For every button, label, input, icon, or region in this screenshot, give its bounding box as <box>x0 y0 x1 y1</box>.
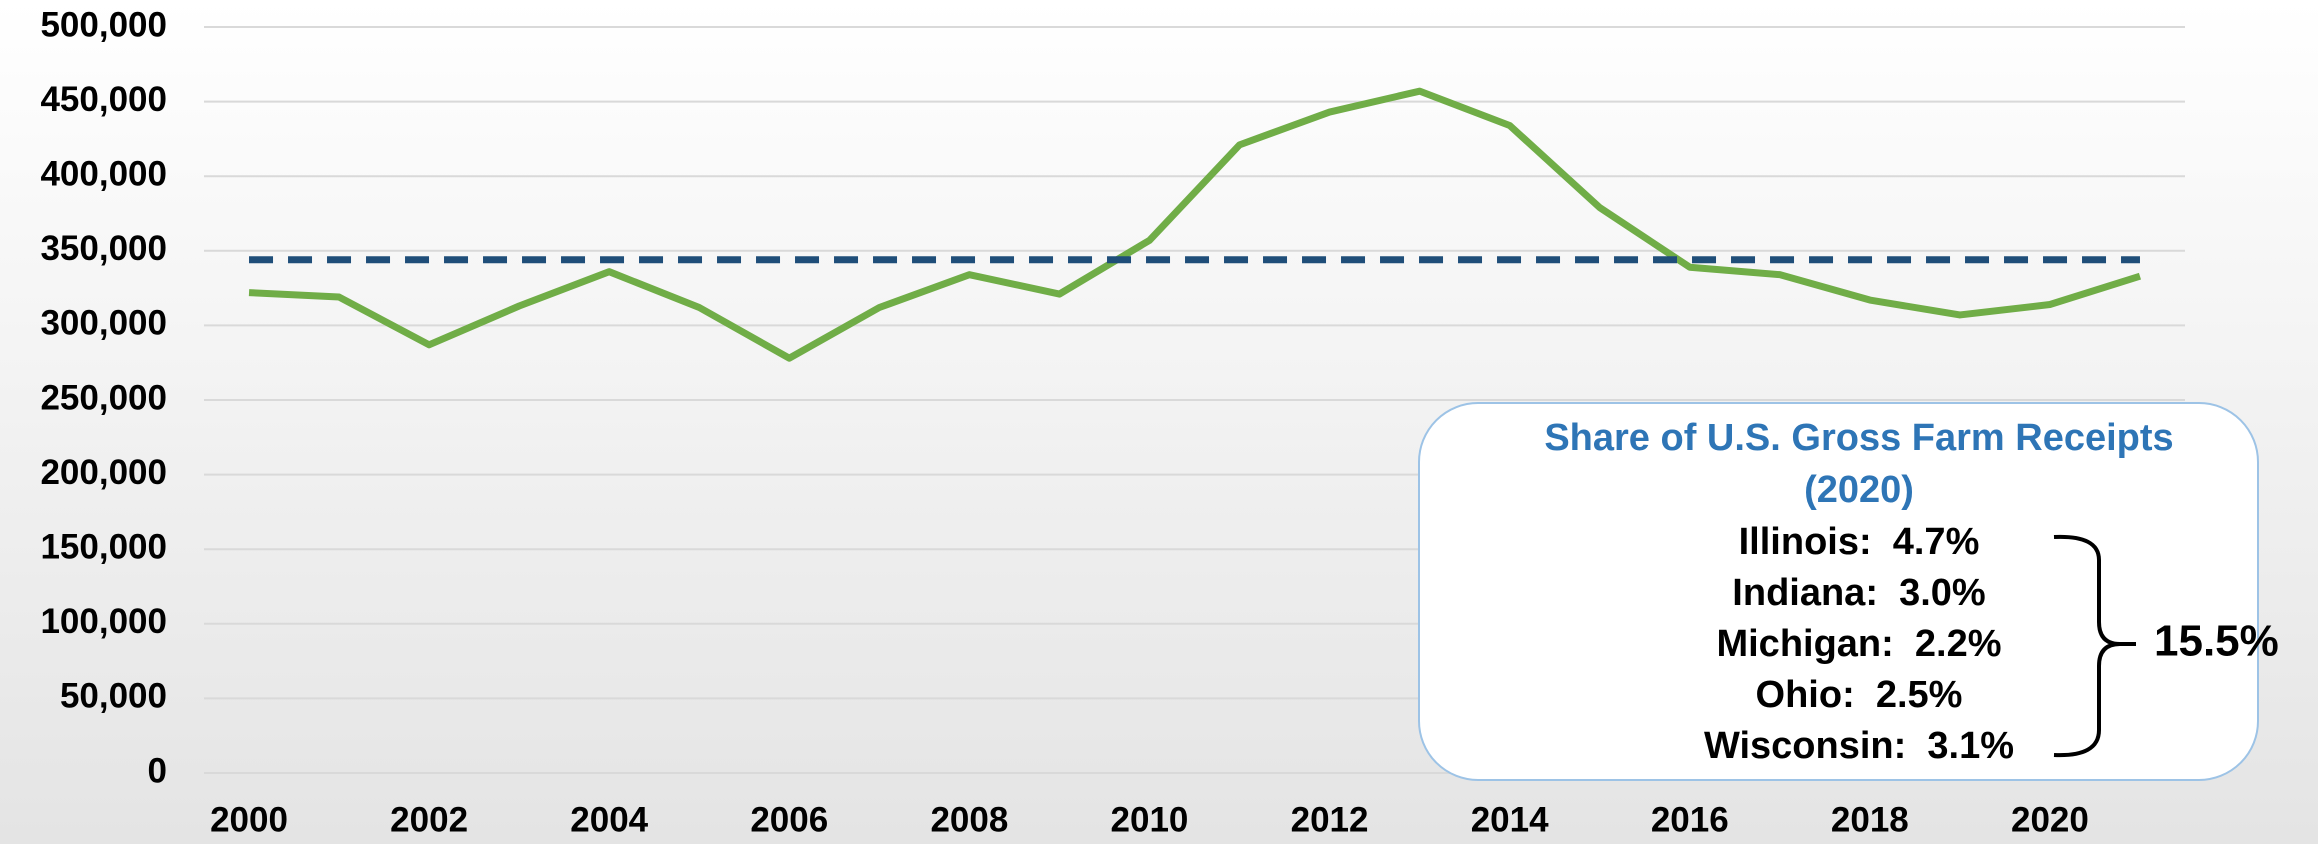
y-tick-label: 350,000 <box>40 229 167 268</box>
x-tick-label: 2016 <box>1651 800 1729 839</box>
share-total: 15.5% <box>2154 617 2279 666</box>
data-line <box>248 87 2142 362</box>
y-tick-label: 400,000 <box>40 154 167 193</box>
share-item: Wisconsin: 3.1% <box>1704 725 2014 767</box>
y-tick-label: 450,000 <box>40 80 167 119</box>
x-tick-label: 2000 <box>210 800 288 839</box>
x-tick-label: 2004 <box>570 800 648 839</box>
y-tick-label: 300,000 <box>40 304 167 343</box>
y-tick-label: 500,000 <box>40 5 167 44</box>
brace <box>2053 534 2136 758</box>
annotation-box: Share of U.S. Gross Farm Receipts (2020) I… <box>1418 402 2279 781</box>
x-tick-label: 2006 <box>750 800 828 839</box>
box-frame <box>1418 402 2259 781</box>
x-tick-label: 2014 <box>1471 800 1549 839</box>
share-item: Ohio: 2.5% <box>1756 674 1963 716</box>
share-item: Indiana: 3.0% <box>1732 572 1985 614</box>
share-item: Michigan: 2.2% <box>1716 623 2001 665</box>
x-tick-label: 2018 <box>1831 800 1909 839</box>
x-tick-label: 2002 <box>390 800 468 839</box>
plot <box>248 87 2142 362</box>
x-tick-label: 2012 <box>1291 800 1369 839</box>
y-tick-label: 100,000 <box>40 602 167 641</box>
y-tick-label: 250,000 <box>40 378 167 417</box>
x-tick-label: 2010 <box>1111 800 1189 839</box>
y-tick-label: 50,000 <box>60 677 167 716</box>
share-item: Illinois: 4.7% <box>1739 521 1980 563</box>
box-title: (2020) <box>1804 469 1914 511</box>
box-title: Share of U.S. Gross Farm Receipts <box>1544 417 2173 459</box>
y-tick-label: 0 <box>148 751 167 790</box>
x-tick-label: 2008 <box>930 800 1008 839</box>
y-tick-label: 150,000 <box>40 527 167 566</box>
y-tick-label: 200,000 <box>40 453 167 492</box>
x-tick-label: 2020 <box>2011 800 2089 839</box>
grid: 0 50,000 100,000 150,000 200,000 250,000 300,0… <box>40 5 2185 839</box>
